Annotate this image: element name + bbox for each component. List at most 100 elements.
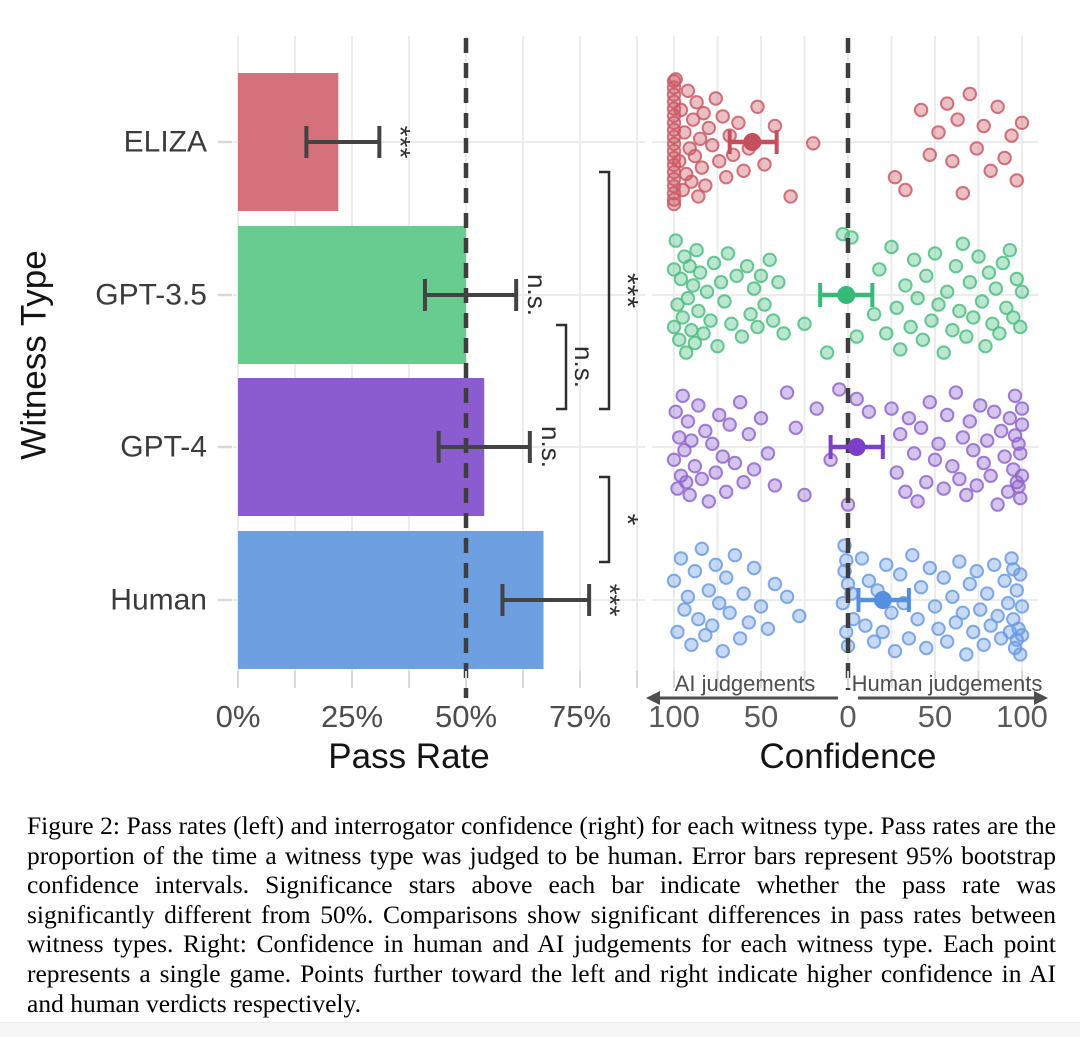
scatter-point xyxy=(691,303,706,319)
scatter-point xyxy=(724,316,739,331)
scatter-point xyxy=(680,414,696,429)
scatter-point xyxy=(819,345,835,360)
scatter-point xyxy=(973,398,988,413)
scatter-point xyxy=(684,637,699,652)
scatter-point xyxy=(887,644,903,659)
scatter-point xyxy=(708,91,723,106)
scatter-point xyxy=(698,178,713,193)
scatter-point xyxy=(976,637,991,652)
scatter-point xyxy=(866,634,882,649)
scatter-point xyxy=(969,564,984,579)
scatter-point xyxy=(959,647,974,662)
scatter-point xyxy=(875,624,890,640)
x-tick-label: 100 xyxy=(996,699,1048,734)
scatter-point xyxy=(974,294,990,309)
comparison-bracket: n.s. xyxy=(556,323,599,411)
scatter-point xyxy=(732,395,748,410)
scatter-point xyxy=(973,602,988,617)
figure-caption: Figure 2: Pass rates (left) and interrog… xyxy=(27,811,1056,1018)
scatter-point xyxy=(746,462,762,477)
scatter-point xyxy=(741,427,757,442)
scatter-point xyxy=(962,86,977,102)
scatter-point xyxy=(986,557,1002,572)
scatter-point xyxy=(913,580,929,595)
scatter-point xyxy=(910,291,925,306)
scatter-point xyxy=(966,443,981,458)
scatter-point xyxy=(980,433,995,448)
scatter-point xyxy=(1013,446,1028,461)
scatter-point xyxy=(889,300,904,315)
scatter-point xyxy=(1009,271,1024,287)
scatter-point xyxy=(990,608,1005,624)
x-axis-title-confidence: Confidence xyxy=(759,737,936,776)
comparison-label: * xyxy=(611,514,644,526)
scatter-point xyxy=(680,83,696,99)
scatter-point xyxy=(685,278,701,293)
scatter-point xyxy=(887,170,903,185)
scatter-point xyxy=(675,388,690,403)
scatter-point xyxy=(955,605,971,620)
scatter-point xyxy=(715,109,730,124)
scatter-point xyxy=(687,564,703,579)
mean-marker-gpt-4 xyxy=(828,435,885,459)
scatter-points-human xyxy=(666,538,1030,662)
scatter-point xyxy=(922,147,937,163)
scatter-point xyxy=(969,478,984,493)
scatter-point xyxy=(705,618,720,633)
scatter-point xyxy=(1013,647,1028,662)
scatter-point xyxy=(762,252,777,267)
scatter-point xyxy=(955,430,971,445)
mean-dot xyxy=(847,438,866,456)
scatter-point xyxy=(666,196,682,212)
scatter-point xyxy=(712,407,727,423)
scatter-point xyxy=(983,618,998,633)
scatter-point xyxy=(779,589,795,604)
scatter-point xyxy=(792,608,807,624)
scatter-point xyxy=(931,125,946,140)
scatter-point xyxy=(691,612,706,627)
scatter-point xyxy=(1006,562,1021,577)
x-tick-label: 25% xyxy=(321,699,383,734)
scatter-point xyxy=(680,589,696,604)
scatter-point xyxy=(731,115,746,131)
scatter-point xyxy=(668,404,683,419)
scatter-point xyxy=(950,112,965,127)
scatter-point xyxy=(1007,388,1023,403)
scatter-point xyxy=(720,246,736,261)
scatter-point xyxy=(1002,243,1018,258)
scatter-point xyxy=(666,573,682,588)
scatter-point xyxy=(931,621,946,636)
scatter-point xyxy=(955,186,971,201)
scatter-point xyxy=(678,345,694,360)
scatter-point xyxy=(710,339,725,354)
scatter-point xyxy=(922,560,937,576)
mean-dot xyxy=(743,133,762,151)
scatter-point xyxy=(1004,128,1019,143)
scatter-point xyxy=(1013,491,1028,506)
scatter-point xyxy=(684,174,699,189)
scatter-point xyxy=(919,268,934,283)
scatter-point xyxy=(931,297,946,312)
scatter-point xyxy=(708,557,723,572)
scatter-point xyxy=(995,255,1011,271)
scatter-point xyxy=(708,465,723,480)
scatter-point xyxy=(919,475,934,490)
scatter-point xyxy=(712,596,727,611)
scatter-point xyxy=(1014,115,1030,131)
human-judgements-label: Human judgements xyxy=(852,671,1043,696)
scatter-point xyxy=(719,570,734,585)
scatter-point xyxy=(715,449,730,464)
scatter-point xyxy=(969,141,984,156)
scatter-point xyxy=(980,586,995,601)
scatter-point xyxy=(743,307,758,322)
x-tick-label: 50% xyxy=(435,699,497,734)
scatter-point xyxy=(990,497,1005,512)
scatter-point xyxy=(684,323,699,338)
scatter-point xyxy=(670,297,685,312)
scatter-point xyxy=(696,326,711,341)
scatter-point xyxy=(687,148,703,164)
scatter-point xyxy=(962,414,977,429)
scatter-point xyxy=(945,459,960,474)
scatter-point xyxy=(861,404,877,419)
scatter-point xyxy=(1013,319,1028,335)
